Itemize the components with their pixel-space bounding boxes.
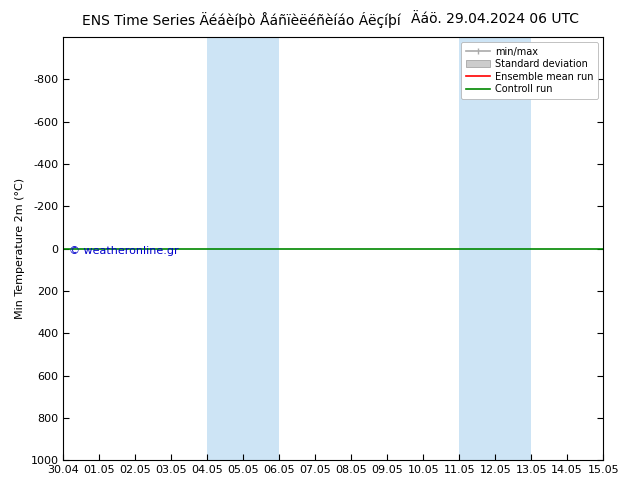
Y-axis label: Min Temperature 2m (°C): Min Temperature 2m (°C) — [15, 178, 25, 319]
Text: ENS Time Series Äéáèíþò Åáñïèëéñèíáo Áëçíþí: ENS Time Series Äéáèíþò Åáñïèëéñèíáo Áëç… — [82, 12, 400, 28]
Bar — [207, 37, 280, 460]
Text: © weatheronline.gr: © weatheronline.gr — [69, 245, 178, 256]
Text: Äáö. 29.04.2024 06 UTC: Äáö. 29.04.2024 06 UTC — [411, 12, 578, 26]
Legend: min/max, Standard deviation, Ensemble mean run, Controll run: min/max, Standard deviation, Ensemble me… — [461, 42, 598, 99]
Bar — [459, 37, 531, 460]
